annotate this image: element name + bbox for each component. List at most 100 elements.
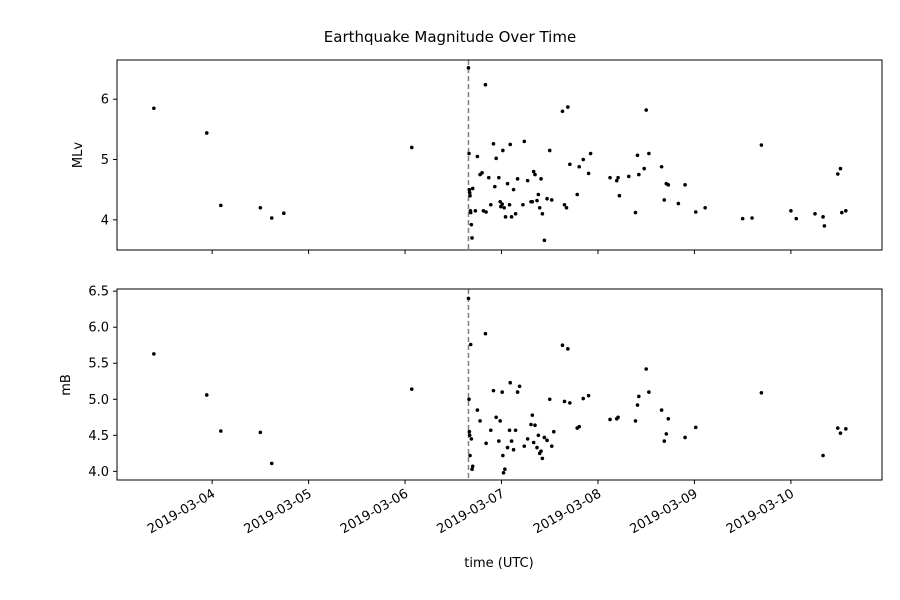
data-point-mlv-8 (467, 151, 471, 156)
data-point-mlv-25 (488, 202, 493, 207)
data-point-mlv-22 (483, 82, 488, 87)
data-point-mb-10 (468, 453, 472, 458)
data-point-mb-34 (515, 390, 520, 394)
axes-frame-mb (116, 288, 883, 481)
data-point-mb-55 (568, 401, 572, 405)
data-point-mlv-55 (542, 238, 547, 243)
data-point-mb-6 (466, 296, 471, 301)
data-point-mb-21 (494, 415, 498, 420)
data-point-mlv-75 (635, 153, 640, 158)
data-point-mlv-63 (568, 162, 572, 167)
data-point-mlv-27 (493, 184, 497, 189)
data-point-mlv-32 (500, 202, 504, 206)
data-point-mb-5 (409, 387, 414, 391)
data-point-mlv-85 (683, 183, 687, 187)
x-axis-label: time (UTC) (464, 556, 533, 571)
data-point-mb-23 (498, 419, 502, 423)
data-point-mlv-51 (536, 192, 541, 197)
data-point-mlv-6 (409, 145, 414, 150)
data-point-mlv-81 (662, 198, 667, 202)
data-point-mb-27 (503, 467, 507, 471)
data-point-mlv-93 (813, 212, 817, 216)
data-point-mb-76 (835, 426, 840, 430)
data-point-mlv-58 (549, 198, 554, 202)
data-point-mlv-89 (750, 216, 754, 220)
data-point-mb-20 (491, 388, 496, 393)
data-point-mlv-10 (467, 190, 472, 195)
data-point-mb-18 (484, 441, 488, 446)
data-point-mlv-3 (258, 205, 263, 210)
data-point-mb-73 (693, 425, 698, 430)
data-point-mb-36 (522, 444, 527, 448)
data-point-mlv-84 (676, 201, 681, 206)
data-point-mb-9 (467, 433, 472, 438)
data-point-mb-26 (501, 470, 506, 475)
data-point-mb-78 (844, 427, 848, 431)
data-point-mlv-47 (530, 199, 535, 204)
data-point-mb-19 (488, 428, 493, 433)
data-point-mb-48 (545, 438, 549, 443)
y-tick-label-mb-4: 6.0 (88, 321, 109, 336)
data-point-mlv-48 (531, 169, 536, 174)
data-point-mb-65 (637, 394, 641, 399)
data-point-mlv-73 (626, 174, 631, 179)
data-point-mb-67 (647, 390, 651, 394)
data-point-mb-3 (258, 430, 263, 435)
data-point-mlv-88 (740, 216, 745, 221)
data-point-mlv-70 (614, 178, 619, 183)
data-point-mlv-38 (508, 142, 513, 147)
data-point-mlv-98 (840, 210, 844, 215)
data-point-mb-1 (204, 393, 209, 397)
data-point-mb-54 (566, 347, 570, 351)
data-point-mb-28 (505, 445, 510, 450)
data-point-mlv-65 (577, 164, 582, 169)
data-point-mb-41 (533, 423, 537, 428)
data-point-mlv-91 (789, 208, 793, 213)
data-point-mlv-97 (838, 166, 843, 171)
data-point-mlv-11 (468, 193, 472, 198)
data-point-mlv-36 (505, 181, 510, 186)
data-point-mb-77 (838, 431, 843, 435)
data-point-mb-38 (529, 422, 533, 427)
data-point-mb-14 (470, 464, 475, 469)
data-point-mlv-67 (586, 171, 591, 176)
data-point-mlv-52 (537, 205, 542, 210)
y-tick-label-mb-3: 5.5 (88, 357, 109, 372)
data-point-mlv-69 (608, 175, 612, 180)
data-point-mb-11 (468, 342, 473, 347)
data-point-mb-69 (662, 439, 667, 443)
data-point-mb-62 (616, 415, 620, 420)
data-point-mlv-94 (821, 215, 825, 219)
scatter-points-mb (152, 296, 848, 475)
data-point-mb-72 (683, 435, 687, 440)
y-tick-label-mlv-2: 6 (101, 93, 109, 108)
data-point-mlv-53 (539, 177, 543, 181)
data-point-mlv-79 (647, 151, 651, 156)
data-point-mlv-21 (481, 208, 486, 213)
data-point-mlv-29 (497, 175, 501, 180)
data-point-mb-12 (469, 437, 474, 441)
scatter-points-mlv (152, 66, 848, 243)
data-point-mb-68 (659, 408, 664, 412)
y-tick-label-mlv-0: 4 (101, 213, 109, 228)
data-point-mlv-59 (560, 109, 565, 114)
data-point-mlv-49 (533, 172, 537, 177)
data-point-mb-8 (467, 429, 472, 434)
data-point-mlv-28 (494, 156, 498, 161)
data-point-mb-63 (633, 419, 638, 423)
data-point-mb-35 (517, 384, 522, 389)
data-point-mlv-37 (507, 202, 512, 207)
data-point-mlv-44 (522, 139, 527, 144)
data-point-mlv-86 (693, 210, 698, 214)
data-point-mlv-60 (562, 202, 567, 207)
data-point-mb-0 (152, 352, 156, 356)
data-point-mb-4 (269, 461, 274, 466)
data-point-mb-17 (483, 331, 488, 336)
data-point-mb-25 (501, 453, 505, 458)
x-ticks-mlv (211, 250, 792, 254)
data-point-mb-13 (470, 467, 474, 471)
data-point-mlv-18 (475, 154, 480, 159)
data-point-mlv-15 (470, 236, 474, 240)
